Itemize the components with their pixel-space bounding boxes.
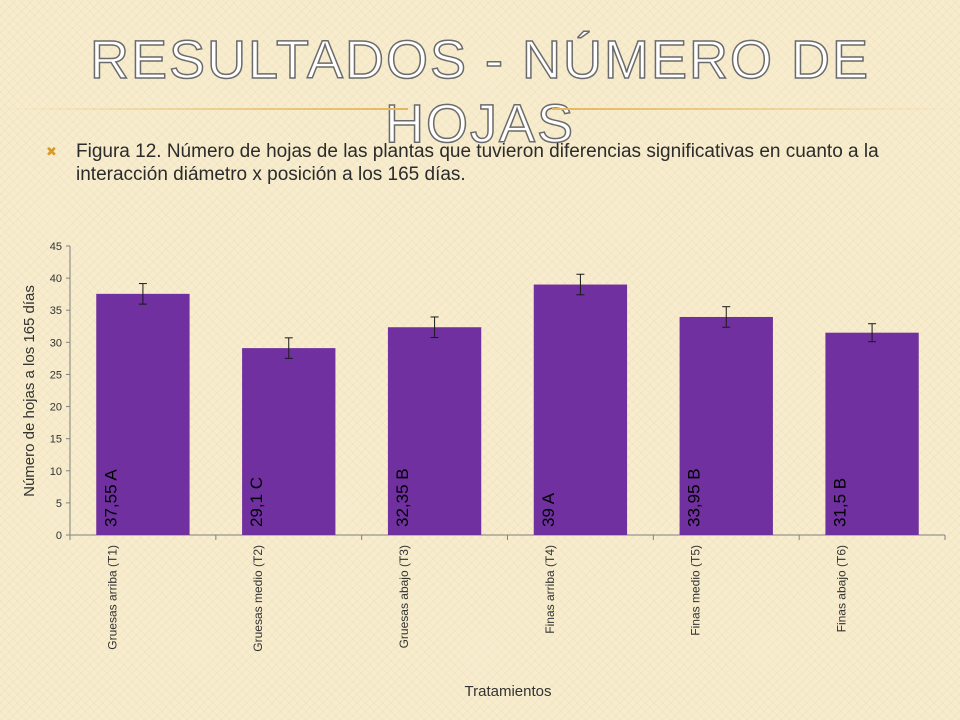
bars: 37,55 A 29,1 C 32,35 B 39 A 33,95 B 31,5 B: [96, 273, 919, 535]
bar: [533, 284, 628, 535]
x-tick-label: Gruesas abajo (T3): [397, 545, 411, 648]
x-ticks: Gruesas arriba (T1) Gruesas medio (T2) Gru…: [69, 535, 946, 652]
y-tick-label: 10: [50, 466, 62, 478]
bar: [242, 348, 336, 535]
bar: [679, 316, 773, 535]
bar-data-label: 31,5 B: [830, 478, 849, 527]
y-tick-label: 40: [50, 273, 62, 285]
bar-data-label: 32,35 B: [393, 468, 412, 527]
y-tick-label: 25: [50, 369, 62, 381]
y-tick-label: 30: [50, 337, 62, 349]
x-tick-label: Finas abajo (T6): [834, 545, 848, 632]
y-tick-label: 5: [56, 498, 62, 510]
figure-caption: Figura 12. Número de hojas de las planta…: [76, 141, 879, 185]
title-rule-right: [552, 108, 960, 110]
x-tick-label: Finas medio (T5): [689, 545, 703, 636]
bar: [387, 327, 482, 535]
bar: [825, 332, 919, 535]
y-axis-title: Número de hojas a los 165 días: [21, 285, 38, 497]
bar-data-label: 33,95 B: [685, 468, 704, 527]
bar-data-label: 39 A: [539, 492, 558, 527]
x-tick-label: Finas arriba (T4): [543, 545, 557, 634]
y-tick-label: 0: [56, 530, 62, 542]
x-bullet-icon: ✖: [46, 144, 57, 159]
y-tick-label: 35: [50, 305, 62, 317]
caption-bullet: ✖ Figura 12. Número de hojas de las plan…: [46, 140, 926, 186]
title-rule-left: [0, 108, 408, 110]
y-tick-label: 45: [50, 241, 62, 253]
bar-data-label: 29,1 C: [247, 477, 266, 527]
x-tick-label: Gruesas arriba (T1): [105, 545, 119, 650]
slide-title: Resultados - Número de hojas: [89, 29, 871, 155]
chart-axes: [69, 246, 945, 536]
y-ticks: 0 5 10 15 20 25 30 35 40 45: [50, 241, 70, 542]
x-tick-label: Gruesas medio (T2): [251, 545, 265, 652]
x-axis-title: Tratamientos: [465, 683, 552, 700]
y-tick-label: 15: [50, 434, 62, 446]
y-tick-label: 20: [50, 402, 62, 414]
bar-data-label: 37,55 A: [101, 469, 120, 527]
bar: [96, 293, 190, 535]
